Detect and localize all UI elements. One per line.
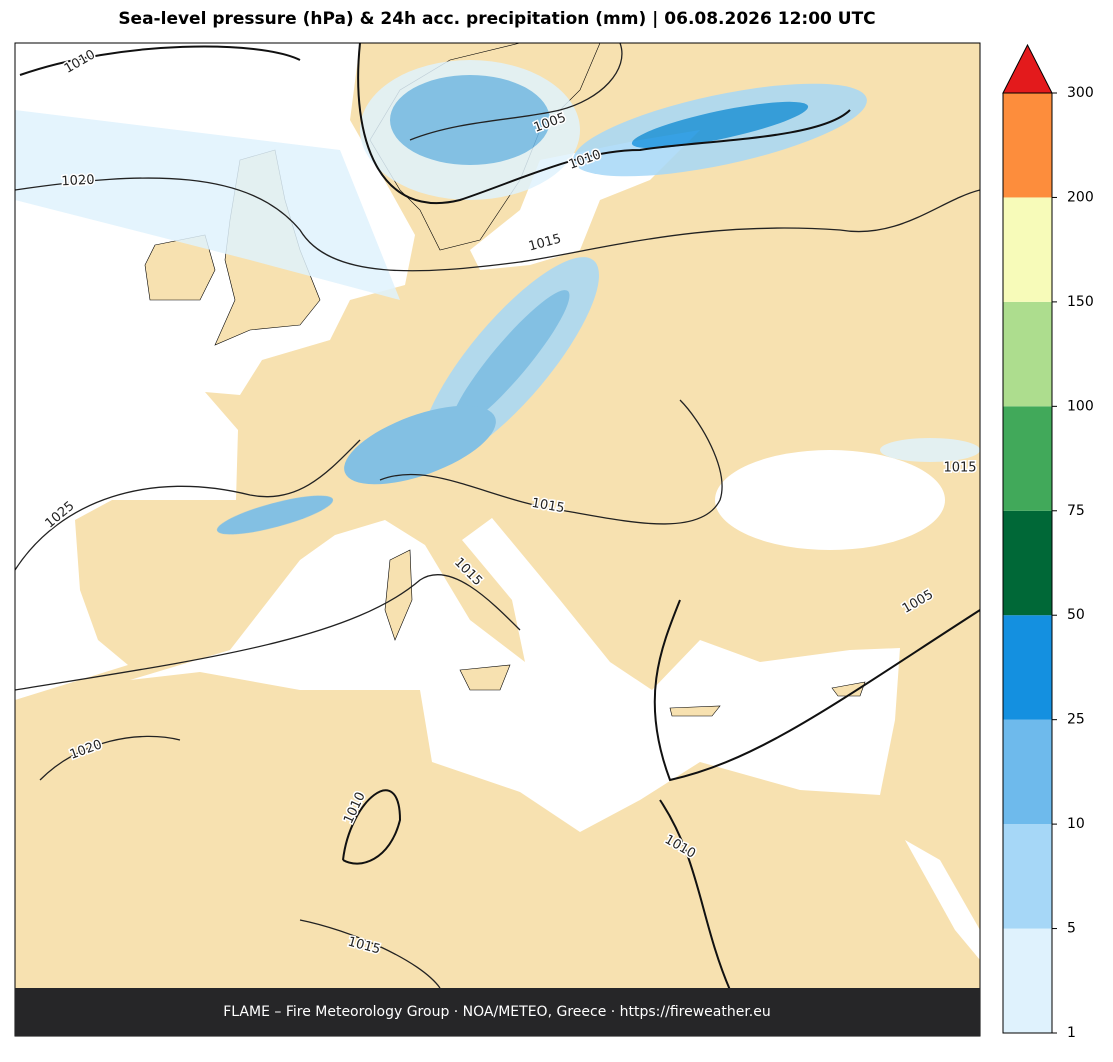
precipitation — [15, 60, 980, 535]
colorbar-segment — [1003, 197, 1052, 302]
colorbar-tick-label: 25 — [1067, 712, 1085, 728]
colorbar-tick-label: 5 — [1067, 921, 1076, 937]
land — [459, 664, 511, 691]
colorbar-segment — [1003, 928, 1052, 1033]
colorbar-tick-label: 150 — [1067, 294, 1094, 310]
map — [15, 43, 980, 1036]
footer-bar — [15, 988, 980, 1036]
sea — [130, 518, 900, 832]
colorbar-tick-label: 10 — [1067, 816, 1085, 832]
colorbar-segment — [1003, 93, 1052, 198]
colorbar-tick-label: 50 — [1067, 607, 1085, 623]
contour-label: 1015 — [530, 496, 565, 517]
land — [831, 681, 866, 697]
contour-label: 1020 — [61, 173, 95, 190]
colorbar-segment — [1003, 301, 1052, 407]
colorbar-segment — [1003, 824, 1052, 929]
land — [669, 705, 721, 717]
colorbar-tick-label: 100 — [1067, 398, 1094, 414]
colorbar-segment — [1003, 615, 1052, 720]
sea — [905, 840, 980, 960]
colorbar-tick-label: 300 — [1067, 85, 1094, 101]
colorbar-tick-label: 75 — [1067, 503, 1085, 519]
colorbar-segment — [1003, 719, 1052, 825]
colorbar-extend — [1002, 43, 1053, 94]
colorbar-frame — [1002, 92, 1053, 1034]
sea — [715, 450, 945, 550]
colorbar-segment — [1003, 406, 1052, 511]
colorbar-segment — [1003, 510, 1052, 616]
footer: FLAME – Fire Meteorology Group · NOA/MET… — [223, 1004, 771, 1020]
title: Sea-level pressure (hPa) & 24h acc. prec… — [118, 9, 875, 29]
contour-label: 1015 — [943, 461, 976, 476]
colorbar-tick-label: 1 — [1067, 1025, 1076, 1041]
colorbar-tick-label: 200 — [1067, 189, 1094, 205]
